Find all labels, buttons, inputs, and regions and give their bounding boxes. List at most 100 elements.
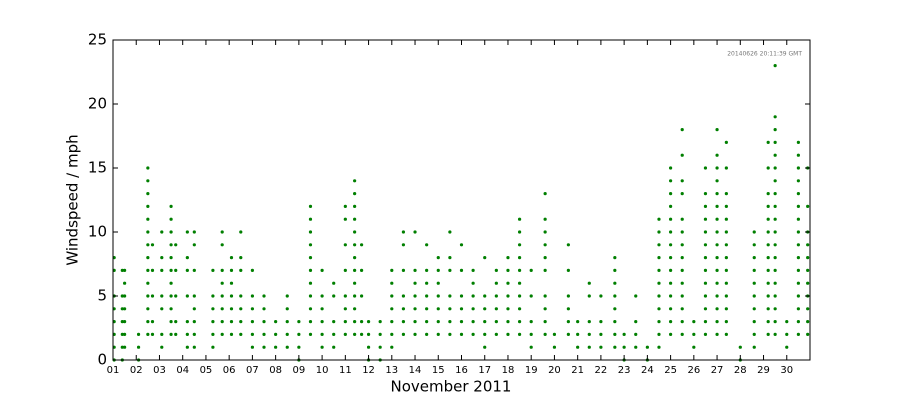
point (123, 307, 127, 311)
point (332, 320, 336, 324)
point (332, 294, 336, 298)
point (123, 294, 127, 298)
point (766, 256, 770, 260)
point (308, 230, 313, 234)
point (806, 307, 810, 311)
point (796, 192, 800, 196)
point (715, 166, 719, 170)
point (425, 281, 429, 285)
point (543, 230, 547, 234)
point (566, 320, 570, 324)
annotation: 20140626 20:11:39 GMT (727, 51, 802, 58)
point (587, 332, 591, 336)
point (634, 345, 638, 349)
point (390, 332, 394, 336)
point (146, 256, 150, 260)
point (724, 166, 728, 170)
point (703, 204, 708, 208)
point (169, 230, 173, 234)
point (353, 243, 357, 247)
point (773, 115, 777, 119)
point (657, 307, 661, 311)
point (459, 243, 464, 247)
point (250, 320, 254, 324)
point (174, 268, 178, 272)
point (390, 281, 394, 285)
point (425, 268, 429, 272)
point (185, 345, 189, 349)
point (715, 179, 719, 183)
point (517, 320, 522, 324)
x-tick-label: 01 (107, 365, 120, 376)
point (229, 294, 234, 298)
point (692, 332, 696, 336)
point (448, 332, 452, 336)
point (724, 230, 728, 234)
point (308, 268, 313, 272)
point (169, 307, 173, 311)
point (250, 268, 254, 272)
point (436, 332, 440, 336)
point (703, 294, 708, 298)
point (211, 345, 215, 349)
point (308, 281, 313, 285)
point (343, 307, 347, 311)
point (401, 268, 406, 272)
point (752, 320, 756, 324)
point (517, 217, 522, 221)
point (766, 204, 770, 208)
point (796, 230, 800, 234)
point (703, 256, 708, 260)
point (692, 320, 696, 324)
point (752, 281, 756, 285)
point (174, 294, 178, 298)
point (738, 345, 742, 349)
point (160, 294, 164, 298)
plot (112, 64, 810, 362)
point (308, 320, 313, 324)
point (566, 268, 570, 272)
point (401, 294, 406, 298)
x-tick-label: 19 (525, 365, 538, 376)
point (471, 281, 475, 285)
x-tick-label: 18 (502, 365, 515, 376)
point (724, 217, 728, 221)
point (136, 345, 141, 349)
point (120, 320, 124, 324)
point (120, 268, 124, 272)
point (146, 281, 150, 285)
point (773, 217, 777, 221)
point (796, 153, 800, 157)
point (185, 268, 189, 272)
point (724, 320, 728, 324)
point (806, 204, 810, 208)
point (448, 230, 452, 234)
point (192, 320, 196, 324)
point (285, 345, 289, 349)
point (401, 243, 406, 247)
point (174, 320, 178, 324)
point (239, 268, 243, 272)
x-tick-label: 08 (269, 365, 282, 376)
x-tick-label: 23 (618, 365, 631, 376)
point (724, 268, 728, 272)
point (185, 230, 189, 234)
x-tick-label: 29 (757, 365, 770, 376)
point (703, 307, 708, 311)
point (773, 204, 777, 208)
point (471, 307, 475, 311)
point (401, 230, 406, 234)
point (120, 294, 124, 298)
point (543, 217, 547, 221)
point (378, 332, 382, 336)
point (506, 281, 510, 285)
point (806, 243, 810, 247)
y-tick-label: 10 (88, 223, 107, 241)
point (211, 268, 215, 272)
point (703, 192, 708, 196)
point (436, 281, 440, 285)
point (343, 204, 347, 208)
point (211, 332, 215, 336)
point (169, 281, 173, 285)
